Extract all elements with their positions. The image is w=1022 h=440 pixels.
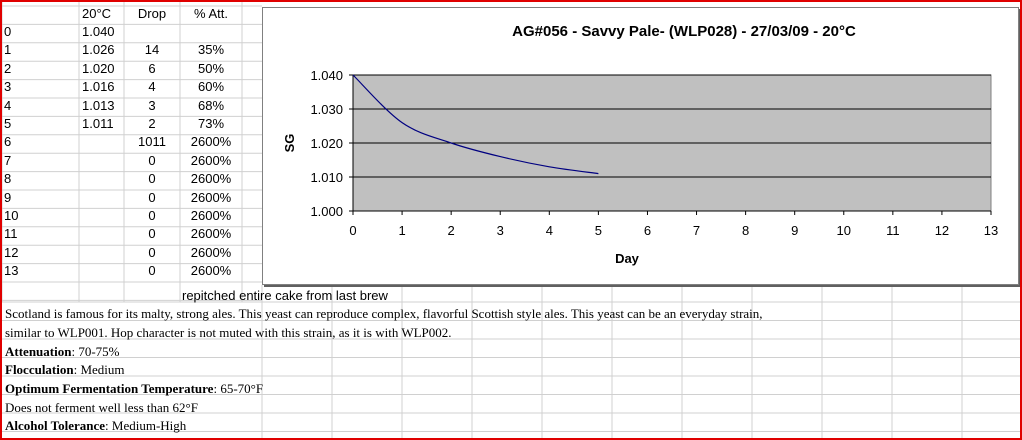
table-cell[interactable]: 1011 — [138, 134, 166, 150]
table-header-cell[interactable]: % Att. — [194, 6, 228, 21]
x-tick-label: 7 — [693, 223, 700, 238]
x-tick-label: 13 — [984, 223, 998, 238]
table-cell[interactable]: 1.013 — [82, 97, 115, 113]
table-cell[interactable]: 1.026 — [82, 42, 115, 58]
x-tick-label: 12 — [935, 223, 949, 238]
table-cell[interactable]: 7 — [4, 152, 12, 168]
table-cell[interactable]: 6 — [148, 60, 156, 76]
x-tick-label: 11 — [886, 223, 900, 238]
y-tick-label: 1.000 — [310, 204, 343, 219]
table-cell[interactable]: 2 — [4, 60, 12, 76]
table-cell[interactable]: 1.020 — [82, 60, 115, 76]
table-note[interactable]: repitched entire cake from last brew — [182, 288, 388, 303]
table-cell[interactable]: 68% — [197, 97, 225, 113]
x-axis-label: Day — [615, 251, 640, 266]
y-tick-label: 1.010 — [310, 170, 343, 185]
table-cell[interactable]: 0 — [148, 152, 156, 168]
x-tick-label: 8 — [742, 223, 749, 238]
x-tick-label: 0 — [349, 223, 356, 238]
table-cell[interactable]: 35% — [197, 42, 225, 58]
table-cell[interactable]: 0 — [148, 263, 156, 279]
table-cell[interactable]: 0 — [148, 244, 156, 260]
table-cell[interactable]: 10 — [4, 208, 19, 223]
table-cell[interactable]: 14 — [144, 42, 160, 58]
x-tick-label: 1 — [398, 223, 405, 238]
temperature-label: Optimum Fermentation Temperature — [5, 381, 214, 396]
temperature-note[interactable]: Does not ferment well less than 62°F — [5, 400, 198, 415]
table-cell[interactable]: 50% — [197, 60, 225, 76]
table-cell[interactable]: 8 — [4, 171, 12, 187]
temperature-row[interactable]: Optimum Fermentation Temperature: 65-70°… — [5, 382, 263, 396]
flocculation-label: Flocculation — [5, 362, 74, 377]
table-cell[interactable]: 6 — [4, 134, 12, 150]
table-cell[interactable]: 2600% — [190, 189, 232, 205]
table-cell[interactable]: 1.016 — [82, 79, 115, 95]
table-cell[interactable]: 3 — [4, 79, 12, 95]
table-cell[interactable]: 0 — [148, 171, 156, 187]
table-cell[interactable]: 0 — [148, 189, 156, 205]
table-cell[interactable]: 11 — [4, 226, 18, 242]
alcohol-label: Alcohol Tolerance — [5, 418, 106, 433]
table-cell[interactable]: 1.040 — [82, 24, 115, 39]
x-tick-label: 5 — [595, 223, 602, 238]
y-tick-label: 1.020 — [310, 136, 343, 151]
table-cell[interactable]: 2600% — [190, 244, 232, 260]
y-axis-label: SG — [282, 134, 297, 153]
table-cell[interactable]: 2600% — [190, 152, 232, 168]
table-cell[interactable]: 2600% — [190, 134, 232, 150]
table-cell[interactable]: 1.011 — [82, 116, 114, 131]
chart-title: AG#056 - Savvy Pale- (WLP028) - 27/03/09… — [512, 23, 856, 40]
table-header-cell[interactable]: Drop — [137, 6, 167, 21]
description-line-2[interactable]: similar to WLP001. Hop character is not … — [5, 325, 452, 340]
table-cell[interactable]: 0 — [148, 208, 156, 223]
alcohol-value: : Medium-High — [105, 418, 187, 433]
table-cell[interactable]: 73% — [197, 116, 225, 131]
x-tick-label: 2 — [448, 223, 455, 238]
table-cell[interactable]: 60% — [197, 79, 225, 95]
attenuation-row[interactable]: Attenuation: 70-75% — [5, 345, 119, 359]
table-cell[interactable]: 3 — [148, 97, 156, 113]
attenuation-label: Attenuation — [5, 344, 72, 359]
flocculation-row[interactable]: Flocculation: Medium — [5, 363, 125, 377]
temperature-value: : 65-70°F — [213, 381, 264, 396]
x-tick-label: 3 — [497, 223, 504, 238]
table-cell[interactable]: 2600% — [190, 226, 232, 242]
y-tick-label: 1.040 — [310, 68, 343, 83]
alcohol-row[interactable]: Alcohol Tolerance: Medium-High — [5, 419, 186, 433]
table-cell[interactable]: 0 — [4, 24, 12, 39]
flocculation-value: : Medium — [73, 362, 125, 377]
x-tick-label: 9 — [791, 223, 798, 238]
table-cell[interactable]: 2600% — [190, 208, 232, 223]
description-line-1[interactable]: Scotland is famous for its malty, strong… — [5, 306, 763, 321]
attenuation-value: : 70-75% — [71, 344, 120, 359]
table-cell[interactable]: 4 — [148, 79, 156, 95]
table-cell[interactable]: 0 — [148, 226, 156, 242]
table-cell[interactable]: 2600% — [190, 263, 232, 279]
y-tick-label: 1.030 — [310, 102, 343, 117]
table-cell[interactable]: 2 — [148, 116, 156, 131]
table-cell[interactable]: 5 — [4, 116, 12, 131]
table-cell[interactable]: 9 — [4, 189, 12, 205]
table-header-cell[interactable]: 20°C — [82, 6, 112, 21]
chart-object[interactable]: 1.000 1.010 1.020 1.030 1.040 0 1 2 3 4 5 6 7 8 9 10 11 1… — [262, 7, 1019, 285]
table-cell[interactable]: 13 — [4, 263, 19, 279]
series-line[interactable] — [352, 74, 599, 175]
x-tick-label: 4 — [546, 223, 553, 238]
x-tick-label: 6 — [644, 223, 651, 238]
x-tick-label: 10 — [837, 223, 851, 238]
table-cell[interactable]: 2600% — [190, 171, 232, 187]
table-cell[interactable]: 4 — [4, 97, 12, 113]
table-cell[interactable]: 12 — [4, 244, 19, 260]
table-cell[interactable]: 1 — [4, 42, 12, 58]
